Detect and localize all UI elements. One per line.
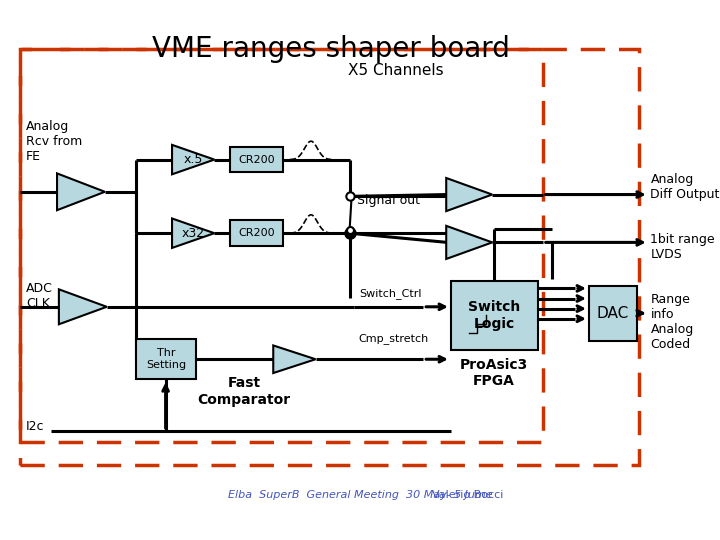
Text: DAC: DAC <box>597 306 629 321</box>
Text: x.5: x.5 <box>184 153 203 166</box>
Polygon shape <box>59 289 107 325</box>
Text: Thr
Setting: Thr Setting <box>146 348 186 370</box>
Polygon shape <box>57 173 105 210</box>
Bar <box>136 339 196 380</box>
Bar <box>20 49 543 442</box>
Text: 1bit range
LVDS: 1bit range LVDS <box>650 233 715 261</box>
Bar <box>20 49 639 465</box>
Text: Elba  SuperB  General Meeting  30 May- 5 Jume: Elba SuperB General Meeting 30 May- 5 Ju… <box>228 490 496 501</box>
Text: x32: x32 <box>181 227 204 240</box>
Text: Analog
Diff Output: Analog Diff Output <box>650 173 720 201</box>
Text: ADC
CLK: ADC CLK <box>26 282 53 310</box>
Text: CR200: CR200 <box>238 154 275 165</box>
Text: ProAsic3
FPGA: ProAsic3 FPGA <box>460 358 528 388</box>
Text: Fast
Comparator: Fast Comparator <box>197 376 290 407</box>
Polygon shape <box>172 219 215 248</box>
Bar <box>451 281 539 350</box>
Polygon shape <box>446 178 492 211</box>
Polygon shape <box>446 226 492 259</box>
Bar <box>589 286 636 341</box>
Polygon shape <box>274 346 315 373</box>
Bar <box>230 220 284 246</box>
Text: Range
info
Analog
Coded: Range info Analog Coded <box>650 293 694 352</box>
Text: I2c: I2c <box>26 420 44 433</box>
Text: Switch
Logic: Switch Logic <box>469 300 521 330</box>
Text: Valerio Bocci: Valerio Bocci <box>433 490 504 501</box>
Text: CR200: CR200 <box>238 228 275 238</box>
Bar <box>230 147 284 172</box>
Text: X5 Channels: X5 Channels <box>348 63 444 78</box>
Text: Signal out: Signal out <box>357 194 420 207</box>
Text: Switch_Ctrl: Switch_Ctrl <box>359 288 421 299</box>
Text: Analog
Rcv from
FE: Analog Rcv from FE <box>26 120 82 163</box>
Polygon shape <box>172 145 215 174</box>
Text: Cmp_stretch: Cmp_stretch <box>359 333 429 343</box>
Text: VME ranges shaper board: VME ranges shaper board <box>153 35 510 63</box>
